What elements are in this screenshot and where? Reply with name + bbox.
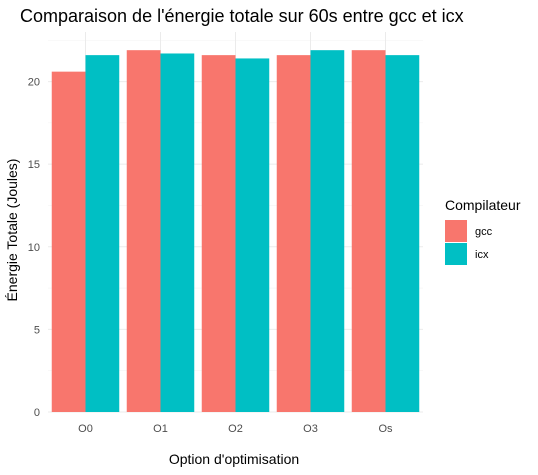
bar-gcc-O2 <box>201 55 236 413</box>
bar-icx-O1 <box>160 53 195 412</box>
x-tick-label: O3 <box>303 423 318 435</box>
y-tick-label: 15 <box>28 159 40 171</box>
bar-icx-Os <box>385 55 420 413</box>
legend: Compilateur gcc icx <box>445 197 521 265</box>
bar-gcc-O0 <box>51 71 86 413</box>
x-tick-label: Os <box>378 423 393 435</box>
legend-label-icx: icx <box>475 249 489 261</box>
x-tick-label: O0 <box>78 423 93 435</box>
bar-gcc-O3 <box>276 55 311 413</box>
chart-title: Comparaison de l'énergie totale sur 60s … <box>20 6 464 26</box>
x-axis-ticks: O0 O1 O2 O3 Os <box>78 423 393 435</box>
bar-icx-O3 <box>310 50 345 412</box>
y-tick-label: 10 <box>28 242 40 254</box>
x-tick-label: O2 <box>228 423 243 435</box>
x-axis-title: Option d'optimisation <box>169 451 299 467</box>
legend-title: Compilateur <box>445 197 521 213</box>
legend-label-gcc: gcc <box>475 226 493 238</box>
y-tick-label: 0 <box>34 407 40 419</box>
legend-key-gcc <box>445 220 467 242</box>
bar-icx-O2 <box>235 58 270 412</box>
bar-gcc-O1 <box>126 50 161 412</box>
y-tick-label: 5 <box>34 324 40 336</box>
bar-icx-O0 <box>85 55 120 413</box>
y-axis-title: Énergie Totale (Joules) <box>4 159 20 302</box>
y-axis-ticks: 0 5 10 15 20 <box>28 77 40 419</box>
x-tick-label: O1 <box>153 423 168 435</box>
bars <box>51 50 420 413</box>
y-tick-label: 20 <box>28 77 40 89</box>
bar-gcc-Os <box>351 50 386 412</box>
legend-key-icx <box>445 243 467 265</box>
